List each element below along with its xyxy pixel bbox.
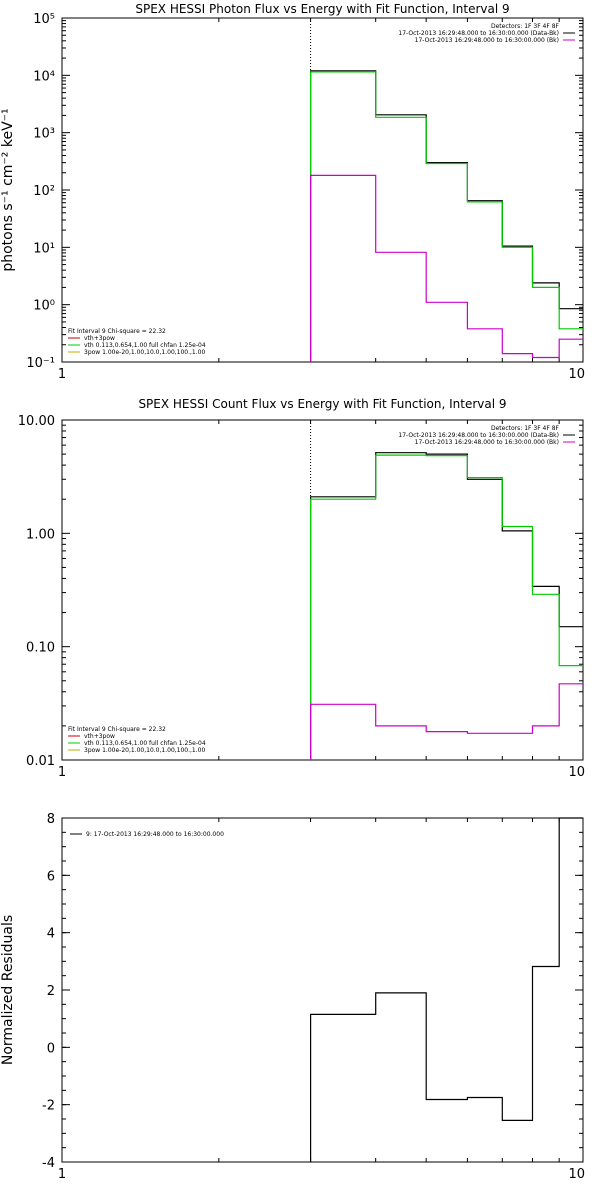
legend-text: Fit Interval 9 Chi-square = 22.32 bbox=[68, 726, 166, 733]
series-2-steps bbox=[310, 71, 583, 362]
legend-text: vth+3pow bbox=[84, 335, 115, 342]
series-2-steps bbox=[310, 454, 583, 760]
y-tick-label: 8 bbox=[47, 812, 55, 827]
legend-text: 17-Oct-2013 16:29:48.000 to 16:30:00.000… bbox=[415, 439, 559, 446]
legend-text: vth 0.113,0.654,1.00 full chfan 1.25e-04 bbox=[84, 342, 206, 349]
x-tick-label: 10 bbox=[568, 765, 585, 780]
y-tick-label: 10⁵ bbox=[33, 12, 55, 27]
y-tick-label: 6 bbox=[47, 869, 55, 884]
y-tick-label: 10² bbox=[33, 184, 55, 199]
chart-title: SPEX HESSI Count Flux vs Energy with Fit… bbox=[138, 397, 506, 411]
x-tick-label: 1 bbox=[58, 367, 66, 382]
y-tick-label: 10.00 bbox=[18, 414, 55, 429]
y-tick-label: 0.01 bbox=[26, 754, 55, 769]
legend-text: 3pow 1.00e-20,1.00,10.0,1.00,100.,1.00 bbox=[84, 747, 205, 754]
y-tick-label: 0.10 bbox=[26, 641, 55, 656]
x-tick-label: 1 bbox=[58, 765, 66, 780]
legend-text: 17-Oct-2013 16:29:48.000 to 16:30:00.000… bbox=[398, 30, 559, 37]
x-tick-label: 10 bbox=[568, 367, 585, 382]
y-tick-label: -2 bbox=[42, 1099, 55, 1114]
legend-text: vth 0.113,0.654,1.00 full chfan 1.25e-04 bbox=[84, 740, 206, 747]
y-tick-label: 2 bbox=[47, 984, 55, 999]
legend-text: 17-Oct-2013 16:29:48.000 to 16:30:00.000… bbox=[398, 432, 559, 439]
legend-text: 3pow 1.00e-20,1.00,10.0,1.00,100.,1.00 bbox=[84, 349, 205, 356]
legend-text: 17-Oct-2013 16:29:48.000 to 16:30:00.000… bbox=[415, 37, 559, 44]
panel-2: SPEX HESSI Count Flux vs Energy with Fit… bbox=[18, 397, 585, 780]
legend-text: 9: 17-Oct-2013 16:29:48.000 to 16:30:00.… bbox=[86, 831, 224, 838]
legend-text: Fit Interval 9 Chi-square = 22.32 bbox=[68, 328, 166, 335]
y-tick-label: 10⁻¹ bbox=[26, 356, 55, 371]
y-tick-label: 0 bbox=[47, 1041, 55, 1056]
panel-3: Normalized Residuals 1 10 -4 -2 0 2 4 6 8 9: 17-Oc… bbox=[0, 812, 585, 1182]
x-tick-label: 10 bbox=[568, 1167, 585, 1182]
plot-frame bbox=[61, 419, 584, 761]
plot-frame bbox=[61, 817, 584, 1163]
panel-1: SPEX HESSI Photon Flux vs Energy with Fi… bbox=[0, 2, 585, 382]
y-tick-label: 10⁰ bbox=[33, 299, 55, 314]
chart-title: SPEX HESSI Photon Flux vs Energy with Fi… bbox=[135, 2, 509, 16]
y-tick-label: -4 bbox=[42, 1156, 55, 1171]
y-tick-label: 10¹ bbox=[33, 241, 55, 256]
series-3-steps bbox=[310, 174, 583, 362]
x-tick-label: 1 bbox=[58, 1167, 66, 1182]
legend-text: Detectors: 1F 3F 4F 8F bbox=[491, 23, 560, 30]
series-1-steps bbox=[310, 70, 583, 362]
series-3-steps bbox=[310, 683, 583, 760]
legend-text: vth+3pow bbox=[84, 733, 115, 740]
legend-text: Detectors: 1F 3F 4F 8F bbox=[491, 425, 560, 432]
series-1-steps bbox=[310, 817, 583, 1162]
y-tick-label: 10³ bbox=[33, 127, 55, 142]
y-tick-label: 10⁴ bbox=[33, 69, 55, 84]
plot-frame bbox=[61, 17, 584, 363]
y-tick-label: 4 bbox=[47, 927, 55, 942]
y-axis-label: Normalized Residuals bbox=[0, 915, 16, 1065]
y-tick-label: 1.00 bbox=[26, 527, 55, 542]
y-axis-label: photons s⁻¹ cm⁻² keV⁻¹ bbox=[0, 108, 16, 271]
